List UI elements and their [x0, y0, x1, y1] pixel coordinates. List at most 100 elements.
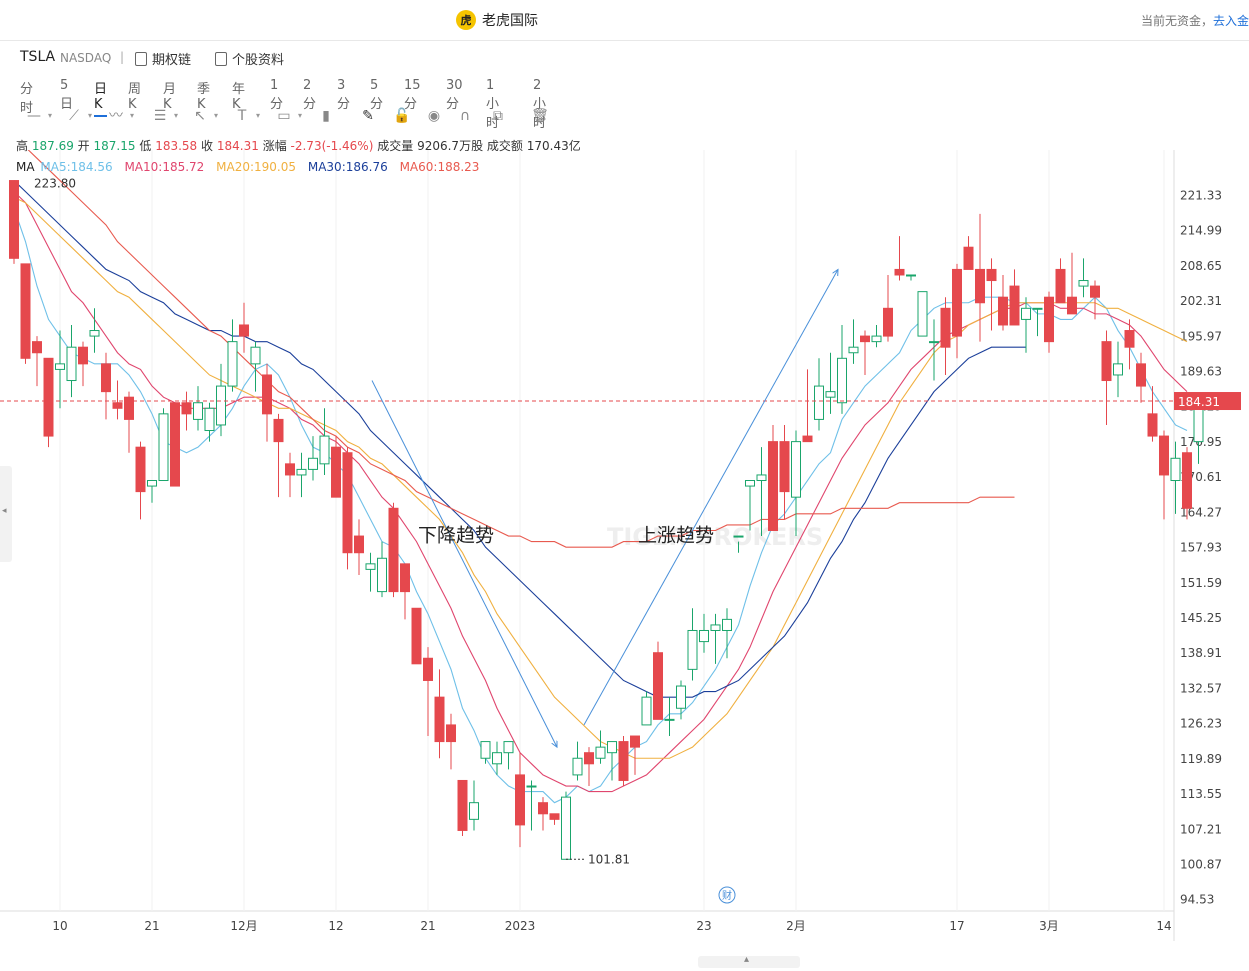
candle-body: [1090, 285, 1100, 298]
stock-profile-link[interactable]: 个股资料: [215, 49, 284, 68]
candle-body: [147, 480, 157, 487]
candle-body: [388, 507, 399, 593]
period-tab-4[interactable]: 月K: [163, 82, 177, 112]
candle-body: [722, 618, 732, 631]
candle-body: [1147, 413, 1158, 437]
candle-body: [733, 535, 744, 538]
y-tick-label: 145.25: [1180, 611, 1222, 625]
y-tick-label: 164.27: [1180, 505, 1222, 519]
candle-body: [986, 268, 997, 282]
period-tab-3[interactable]: 周K: [128, 82, 142, 112]
bottom-panel-toggle[interactable]: [698, 954, 800, 968]
candle-body: [653, 652, 663, 720]
line-tool-icon[interactable]: — ▾: [27, 108, 52, 124]
candle-body: [1067, 296, 1077, 315]
y-tick-label: 151.59: [1180, 576, 1222, 590]
options-chain-label: 期权链: [152, 53, 192, 68]
period-tab-9[interactable]: 3分: [337, 78, 351, 112]
candle-body: [365, 563, 376, 570]
period-tab-6[interactable]: 年K: [232, 82, 246, 112]
x-tick-label: 12: [328, 919, 343, 933]
period-tab-11[interactable]: 15分: [404, 78, 421, 112]
trend-tool-icon[interactable]: ⟋ ▾: [69, 108, 92, 124]
y-tick-label: 214.99: [1180, 224, 1222, 238]
candle-body: [1182, 452, 1192, 509]
candle-body: [595, 746, 606, 759]
brand: 虎 老虎国际: [456, 9, 538, 31]
candle-body: [848, 346, 859, 354]
candle-body: [135, 446, 146, 493]
candle-body: [1021, 307, 1031, 320]
drawing-toolbar: — ▾ ⟋ ▾ 〰 ▾ ☰ ▾ ↖ ▾ T ▾ ▭ ▾ ▮ ✎ 🔓 ◉ ∩ ⧉ 🗑: [0, 103, 1249, 129]
candle-body: [710, 624, 721, 631]
candle-body: [227, 341, 238, 387]
side-panel-toggle[interactable]: [0, 466, 12, 562]
y-tick-label: 132.57: [1180, 681, 1222, 695]
period-tab-5[interactable]: 季K: [197, 82, 211, 112]
candle-body: [78, 346, 88, 365]
candle-body: [434, 696, 445, 743]
candle-body: [676, 685, 686, 709]
y-tick-label: 113.55: [1180, 787, 1222, 801]
turnover-value: 170.43亿: [526, 139, 581, 153]
arrow-tool-icon[interactable]: ↖ ▾: [194, 108, 218, 124]
candle-body: [1044, 296, 1054, 343]
candle-body: [9, 180, 19, 259]
candle-body: [1170, 457, 1181, 482]
period-tab-1[interactable]: 5日: [60, 78, 74, 112]
min-price-label: 101.81: [588, 852, 630, 866]
x-tick-label: 14: [1156, 919, 1171, 933]
options-chain-link[interactable]: 期权链: [135, 49, 191, 68]
candle-body: [860, 335, 870, 343]
candle-body: [699, 629, 709, 643]
candle-body: [193, 402, 203, 420]
ma60-legend: MA60:188.23: [399, 160, 480, 174]
candle-body: [1113, 363, 1123, 376]
period-tab-7[interactable]: 1分: [270, 78, 284, 112]
y-tick-label: 100.87: [1180, 858, 1222, 872]
measure-tool-icon[interactable]: ▮: [322, 108, 330, 124]
text-tool-icon[interactable]: T ▾: [237, 108, 260, 124]
candle-body: [400, 563, 410, 593]
candle-body: [929, 341, 939, 344]
x-tick-label: 17: [949, 919, 964, 933]
label-tool-icon[interactable]: ▭ ▾: [277, 108, 302, 124]
close-label: 收: [201, 139, 214, 153]
deposit-link[interactable]: 去入金: [1212, 14, 1249, 28]
close-value: 184.31: [216, 139, 259, 153]
period-tab-14[interactable]: 2小时: [533, 78, 547, 131]
layers-icon[interactable]: ⧉: [493, 108, 503, 124]
x-tick-label: 10: [52, 919, 67, 933]
ma-label: MA: [16, 160, 35, 174]
candle-body: [814, 385, 824, 420]
period-tab-2[interactable]: 日K: [94, 78, 108, 117]
candle-body: [262, 374, 272, 415]
y-tick-label: 221.33: [1180, 188, 1222, 202]
candlestick-chart[interactable]: 221.33214.99208.65202.31195.97189.63183.…: [0, 150, 1249, 941]
eye-icon[interactable]: ◉: [427, 108, 441, 124]
period-tab-0[interactable]: 分时: [20, 82, 34, 116]
magnet-icon[interactable]: ∩: [459, 108, 471, 124]
low-label: 低: [139, 139, 152, 153]
candle-body: [561, 796, 571, 860]
x-tick-label: 21: [420, 919, 435, 933]
pencil-icon[interactable]: ✎: [362, 108, 374, 124]
candle-body: [469, 802, 479, 820]
fib-tool-icon[interactable]: ☰ ▾: [153, 108, 178, 124]
candle-body: [250, 346, 261, 365]
y-tick-label: 107.21: [1180, 822, 1222, 836]
candle-body: [641, 696, 652, 726]
high-value: 187.69: [31, 139, 74, 153]
period-tab-8[interactable]: 2分: [303, 78, 317, 112]
symbol-header: TSLA NASDAQ | 期权链 个股资料: [0, 41, 1249, 73]
wave-tool-icon[interactable]: 〰 ▾: [109, 108, 134, 124]
period-tab-13[interactable]: 1小时: [486, 78, 500, 131]
trash-icon[interactable]: 🗑: [531, 108, 549, 124]
lock-icon[interactable]: 🔓: [393, 108, 411, 124]
earnings-marker-icon[interactable]: [718, 886, 736, 904]
period-tab-10[interactable]: 5分: [370, 78, 384, 112]
candle-body: [273, 418, 284, 443]
high-label: 高: [16, 139, 29, 153]
period-tab-12[interactable]: 30分: [446, 78, 463, 112]
downtrend-arrow: [371, 380, 557, 748]
